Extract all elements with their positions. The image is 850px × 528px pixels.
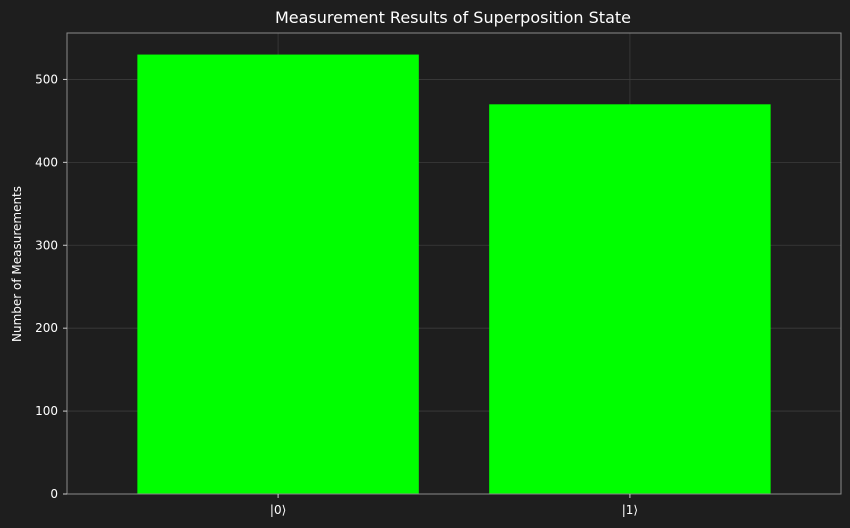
ticks-layer: 0 100 200 300 400 500 |0⟩ |1⟩ xyxy=(35,72,638,517)
plot-frame xyxy=(66,32,842,495)
bar-0 xyxy=(137,54,419,494)
chart-title: Measurement Results of Superposition Sta… xyxy=(275,8,631,27)
y-tick-label-5: 500 xyxy=(35,72,58,86)
y-tick-label-2: 200 xyxy=(35,321,58,335)
axes-layer xyxy=(66,32,842,495)
y-tick-label-1: 100 xyxy=(35,404,58,418)
x-tick-label-0: |0⟩ xyxy=(270,503,286,517)
y-tick-label-3: 300 xyxy=(35,238,58,252)
y-tick-label-4: 400 xyxy=(35,155,58,169)
x-tick-label-1: |1⟩ xyxy=(622,503,638,517)
y-tick-label-0: 0 xyxy=(50,487,58,501)
y-axis-label: Number of Measurements xyxy=(10,186,24,342)
bars-layer xyxy=(137,54,771,494)
bar-1 xyxy=(489,104,771,494)
